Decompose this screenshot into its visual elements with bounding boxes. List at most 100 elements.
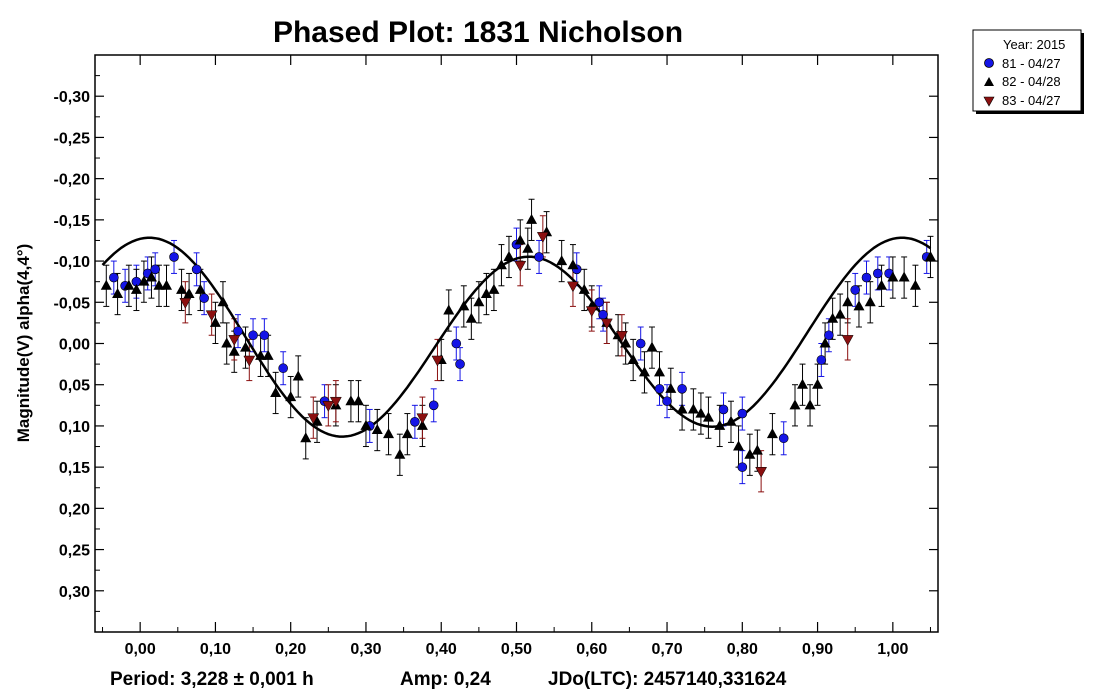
point-83 [841, 335, 854, 346]
point-82 [145, 271, 157, 282]
point-82 [352, 395, 364, 406]
legend-entry-81: 81 - 04/27 [1002, 56, 1061, 71]
point-81 [451, 338, 462, 349]
point-83 [179, 298, 192, 309]
point-82 [522, 242, 534, 253]
point-82 [842, 296, 854, 307]
point-83 [322, 401, 335, 412]
y-tick-label: -0,15 [54, 213, 91, 230]
legend-entry-83: 83 - 04/27 [1002, 93, 1061, 108]
y-tick-label: -0,20 [54, 172, 91, 189]
x-tick-label: 0,10 [200, 641, 231, 658]
y-tick-label: -0,25 [54, 130, 91, 147]
point-82 [183, 288, 195, 299]
point-81 [635, 338, 646, 349]
point-83 [329, 396, 342, 408]
point-82 [345, 395, 357, 406]
point-82 [834, 308, 846, 319]
point-82 [503, 250, 515, 261]
point-81 [850, 285, 861, 295]
point-83 [567, 281, 579, 293]
point-81 [594, 297, 605, 308]
point-82 [797, 378, 809, 389]
point-82 [887, 271, 899, 282]
x-tick-label: 0,80 [727, 641, 758, 658]
point-82 [100, 279, 112, 290]
point-83 [243, 355, 256, 367]
point-81 [169, 252, 179, 262]
point-82 [578, 283, 590, 294]
point-82 [473, 296, 485, 307]
point-81 [150, 264, 161, 275]
point-82 [853, 300, 865, 311]
point-83 [600, 318, 613, 330]
point-81 [598, 309, 608, 320]
x-tick-label: 1,00 [877, 641, 908, 658]
point-82 [766, 428, 778, 439]
point-82 [292, 370, 304, 381]
point-82 [567, 259, 579, 270]
point-81 [737, 462, 748, 472]
y-tick-label: 0,00 [59, 337, 90, 354]
point-82 [876, 279, 888, 290]
point-82 [725, 415, 737, 426]
point-81 [718, 404, 729, 415]
amplitude-label: Amp: 0,24 [400, 669, 491, 690]
point-82 [620, 337, 632, 348]
y-axis: -0,30 -0,25 -0,20 -0,15 -0,10 -0,05 0,00 0,05 0,… [54, 75, 938, 612]
legend-marker-81 [984, 58, 994, 68]
point-81 [872, 268, 883, 279]
period-label: Period: 3,228 ± 0,001 h [110, 669, 314, 690]
point-82 [676, 403, 688, 414]
point-81 [534, 252, 544, 262]
point-82 [401, 428, 413, 439]
point-81 [677, 384, 687, 394]
legend-box [972, 29, 1082, 112]
point-82 [695, 407, 707, 418]
point-81 [191, 264, 202, 275]
point-82 [217, 296, 229, 307]
point-82 [209, 316, 221, 327]
point-82 [665, 382, 677, 393]
point-82 [416, 419, 428, 430]
point-83 [536, 232, 549, 243]
legend-marker-83 [983, 96, 995, 107]
point-82 [394, 448, 406, 459]
legend: Year: 2015 81 - 04/27 82 - 04/28 83 - 04… [972, 29, 1084, 114]
point-81 [654, 384, 665, 394]
point-81 [428, 400, 439, 411]
point-82 [556, 255, 568, 266]
point-82 [194, 283, 206, 294]
point-82 [804, 399, 816, 410]
x-tick-label: 0,30 [350, 641, 381, 658]
x-tick-label: 0,60 [576, 641, 607, 658]
y-tick-label: -0,05 [54, 295, 91, 312]
point-82 [285, 391, 297, 402]
point-82 [176, 283, 188, 294]
point-82 [789, 399, 801, 410]
y-tick-label: 0,25 [59, 543, 90, 560]
x-tick-label: 0,40 [426, 641, 457, 658]
point-81 [199, 293, 209, 303]
y-tick-label: 0,20 [59, 501, 90, 518]
point-82 [465, 312, 477, 323]
point-82 [751, 444, 763, 455]
point-83 [307, 413, 320, 425]
point-82 [443, 304, 455, 315]
point-82 [687, 403, 699, 414]
y-tick-label: 0,10 [59, 419, 90, 436]
legend-marker-82 [984, 77, 994, 86]
point-82 [744, 448, 756, 459]
point-82 [714, 419, 726, 430]
point-81 [248, 330, 258, 341]
point-82 [864, 296, 876, 307]
point-82 [819, 337, 831, 348]
legend-title: Year: 2015 [1003, 37, 1065, 52]
point-82 [138, 275, 150, 286]
point-82 [526, 213, 538, 224]
point-82 [827, 312, 839, 323]
x-tick-label: 0,00 [125, 641, 156, 658]
y-tick-label: -0,10 [54, 254, 91, 271]
legend-entry-82: 82 - 04/28 [1002, 74, 1061, 89]
